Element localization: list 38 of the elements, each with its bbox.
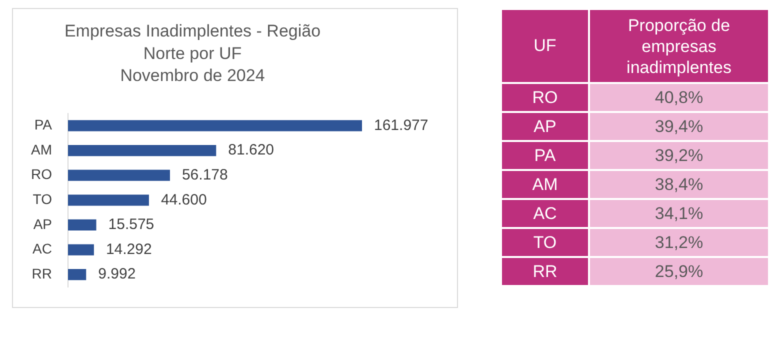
text: 34,1% <box>654 204 704 222</box>
data-label: 15.575 <box>108 216 154 234</box>
bar <box>68 219 96 231</box>
category-label: AP <box>501 112 589 141</box>
bar <box>68 194 149 206</box>
chart-title: Empresas Inadimplentes - Região Norte por UF Novembro de 2024 <box>64 22 321 85</box>
category-label: TO <box>501 228 589 257</box>
y-tick-label: AM <box>31 141 52 158</box>
y-tick-label: AC <box>32 240 52 257</box>
bar <box>68 269 86 280</box>
text: 39,2% <box>654 146 704 164</box>
y-tick-label: RO <box>31 166 52 182</box>
bar <box>68 244 94 256</box>
category-label: AM <box>501 170 589 199</box>
data-label: 161.977 <box>374 116 428 134</box>
category-label: PA <box>501 141 589 170</box>
y-tick-label: PA <box>34 116 53 133</box>
bar <box>68 170 170 181</box>
bar <box>68 120 362 132</box>
y-tick-label: RR <box>32 265 52 282</box>
data-label: 44.600 <box>160 191 207 208</box>
text: 31,2% <box>654 232 704 252</box>
category-label: AC <box>501 199 589 228</box>
data-label: 14.292 <box>106 240 152 258</box>
text: 38,4% <box>654 174 704 194</box>
text: UF <box>501 9 589 83</box>
data-label: 81.620 <box>228 142 274 159</box>
data-label: 56.178 <box>182 166 228 184</box>
data-label: 9.992 <box>98 266 136 283</box>
category-label: RO <box>501 83 589 112</box>
bar <box>68 144 216 156</box>
text: 40,8% <box>654 88 704 106</box>
y-tick-label: TO <box>32 191 52 208</box>
text: 39,4% <box>654 116 704 136</box>
text: Proporção de empresas inadimplentes <box>589 9 769 83</box>
y-tick-label: AP <box>33 216 52 232</box>
category-label: RR <box>501 257 589 286</box>
text: 25,9% <box>654 262 704 280</box>
